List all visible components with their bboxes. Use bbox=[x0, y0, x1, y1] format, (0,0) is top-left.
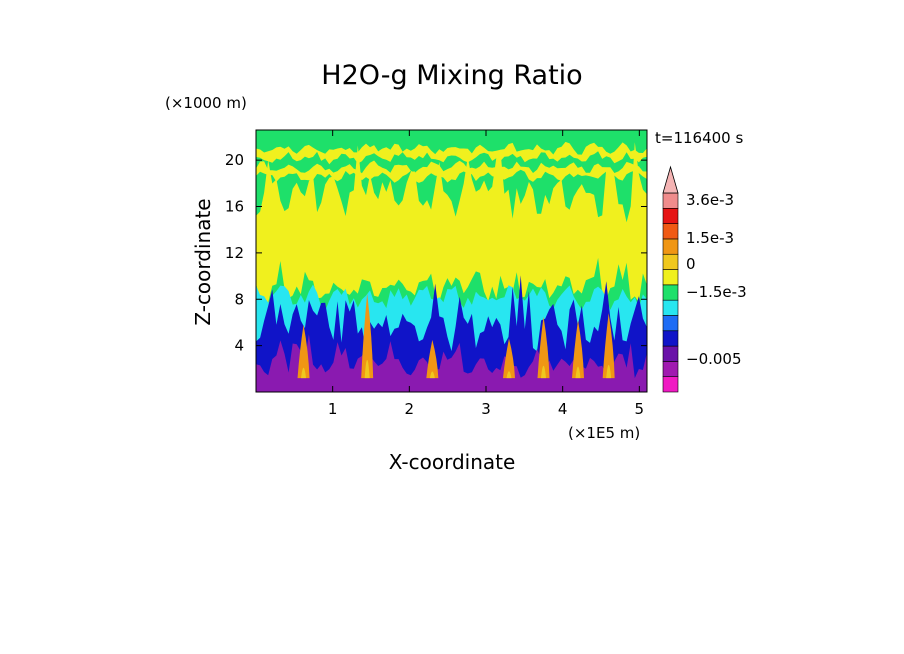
y-tick-label: 20 bbox=[225, 151, 244, 169]
plume-6 bbox=[503, 338, 515, 379]
plume-3 bbox=[572, 320, 584, 379]
colorbar-label: 1.5e-3 bbox=[686, 229, 734, 247]
plume-5 bbox=[426, 339, 439, 379]
y-ticks: 4 8 12 16 20 bbox=[225, 151, 647, 355]
colorbar-label: 3.6e-3 bbox=[686, 191, 734, 209]
colorbar-swatch bbox=[662, 361, 679, 377]
contour-bands bbox=[256, 141, 647, 392]
y-axis-label: Z-coordinate bbox=[191, 198, 215, 325]
colorbar bbox=[662, 165, 679, 393]
x-axis-label: X-coordinate bbox=[389, 450, 516, 474]
plume-core-2 bbox=[541, 365, 546, 379]
plume-core-1 bbox=[301, 367, 307, 379]
plot-frame bbox=[255, 129, 648, 393]
x-tick-label: 4 bbox=[558, 400, 568, 418]
colorbar-swatch bbox=[662, 345, 679, 362]
plume-core-5 bbox=[429, 371, 435, 379]
y-tick-label: 4 bbox=[234, 337, 244, 355]
y-tick-label: 8 bbox=[234, 290, 244, 308]
chart-title: H2O-g Mixing Ratio bbox=[321, 60, 582, 91]
plume-core-3 bbox=[575, 366, 581, 379]
x-axis-unit: (×1E5 m) bbox=[568, 424, 640, 442]
colorbar-swatch bbox=[662, 223, 679, 240]
time-label: t=116400 s bbox=[655, 129, 743, 147]
plume-core-0 bbox=[364, 359, 370, 379]
y-tick-label: 16 bbox=[225, 198, 244, 216]
plume-4 bbox=[602, 313, 615, 379]
plume-0 bbox=[361, 293, 374, 379]
colorbar-swatch bbox=[662, 330, 679, 347]
colorbar-swatch bbox=[662, 269, 679, 286]
x-tick-label: 2 bbox=[405, 400, 415, 418]
colorbar-label: 0 bbox=[686, 255, 696, 273]
colorbar-swatch bbox=[662, 284, 679, 301]
colorbar-swatch bbox=[662, 238, 679, 255]
x-tick-label: 1 bbox=[328, 400, 338, 418]
colorbar-label: −0.005 bbox=[686, 350, 742, 368]
x-tick-label: 5 bbox=[635, 400, 645, 418]
colorbar-label: −1.5e-3 bbox=[686, 283, 747, 301]
colorbar-arrow bbox=[662, 165, 679, 194]
plume-core-4 bbox=[606, 364, 612, 379]
colorbar-swatch bbox=[662, 376, 679, 393]
y-axis-unit: (×1000 m) bbox=[165, 94, 247, 112]
y-tick-label: 12 bbox=[225, 244, 244, 262]
contour-band-yellow bbox=[256, 142, 647, 303]
colorbar-swatch bbox=[662, 253, 679, 270]
contour-band-yellow-streak bbox=[256, 160, 647, 183]
plume-2 bbox=[537, 316, 550, 379]
colorbar-swatch bbox=[662, 208, 679, 224]
plume-1 bbox=[297, 324, 310, 379]
contour-band-yellow-streak bbox=[256, 141, 647, 165]
colorbar-swatch bbox=[662, 315, 679, 332]
plume-core-6 bbox=[506, 371, 512, 379]
colorbar-swatch bbox=[662, 299, 679, 316]
colorbar-swatch bbox=[662, 192, 679, 209]
colorbar-labels: 3.6e-3 1.5e-3 0 −1.5e-3 −0.005 bbox=[686, 191, 747, 368]
x-tick-label: 3 bbox=[481, 400, 491, 418]
x-ticks: 1 2 3 4 5 bbox=[328, 130, 644, 418]
